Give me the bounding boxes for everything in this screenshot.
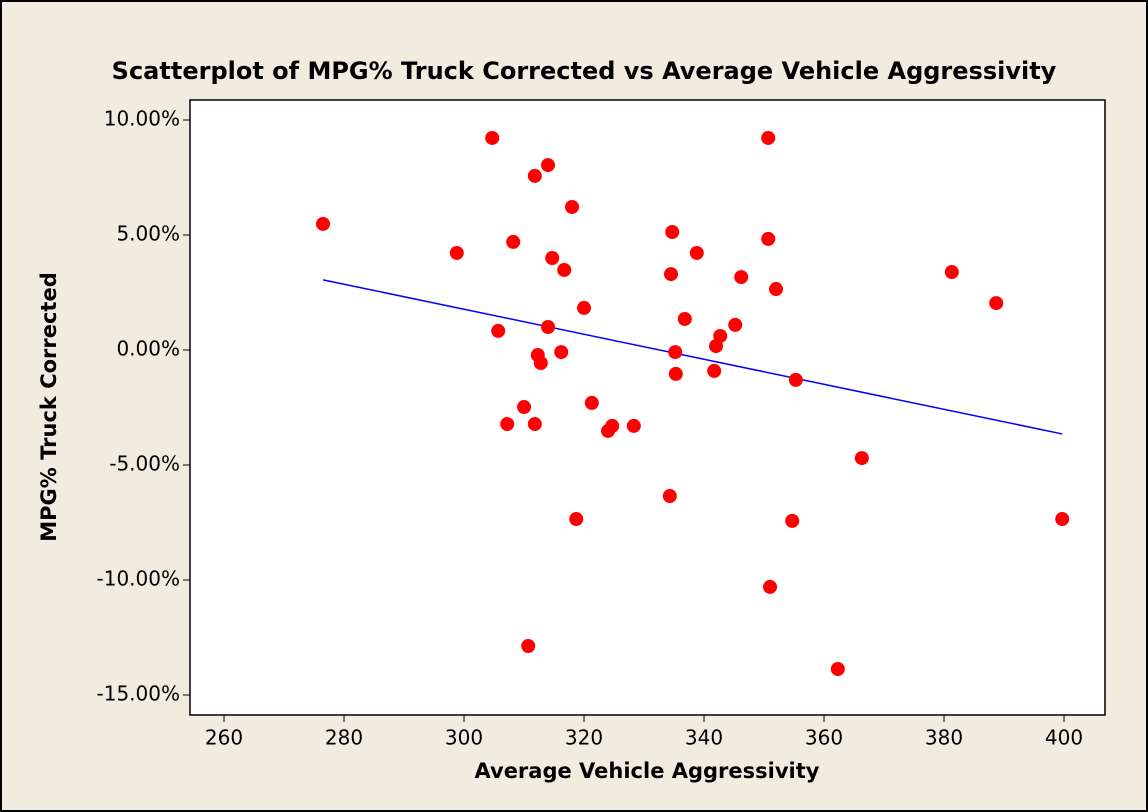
point <box>763 579 778 594</box>
point <box>1055 512 1070 527</box>
fit-line <box>322 279 1063 435</box>
plot-area <box>189 99 1106 716</box>
point <box>713 328 728 343</box>
point <box>785 513 800 528</box>
point <box>989 296 1004 311</box>
point <box>830 662 845 677</box>
y-tick-label: 5.00% <box>116 222 180 246</box>
y-axis-label: MPG% Truck Corrected <box>37 272 61 541</box>
y-tick-label: 0.00% <box>116 337 180 361</box>
point <box>565 199 580 214</box>
y-tick-label: -10.00% <box>97 566 180 590</box>
point <box>527 417 542 432</box>
x-tick-label: 320 <box>565 726 603 750</box>
point <box>506 234 521 249</box>
point <box>584 395 599 410</box>
point <box>577 300 592 315</box>
x-tick-label: 300 <box>445 726 483 750</box>
point <box>668 366 683 381</box>
point <box>662 489 677 504</box>
x-axis-label: Average Vehicle Aggressivity <box>475 759 820 783</box>
point <box>626 418 641 433</box>
point <box>769 282 784 297</box>
x-tick-label: 340 <box>685 726 723 750</box>
point <box>491 323 506 338</box>
point <box>788 372 803 387</box>
x-tick-label: 280 <box>325 726 363 750</box>
point <box>728 317 743 332</box>
point <box>668 345 683 360</box>
point <box>707 363 722 378</box>
point <box>527 168 542 183</box>
point <box>689 245 704 260</box>
point <box>569 512 584 527</box>
point <box>557 262 572 277</box>
x-tick-label: 380 <box>925 726 963 750</box>
point <box>854 451 869 466</box>
y-tick-label: -5.00% <box>109 451 180 475</box>
chart-title: Scatterplot of MPG% Truck Corrected vs A… <box>112 57 1057 85</box>
point <box>517 400 532 415</box>
point <box>677 311 692 326</box>
point <box>554 345 569 360</box>
x-tick-label: 400 <box>1045 726 1083 750</box>
point <box>316 216 331 231</box>
y-tick-label: -15.00% <box>97 681 180 705</box>
point <box>521 639 536 654</box>
point <box>541 158 556 173</box>
point <box>449 245 464 260</box>
x-tick-label: 260 <box>205 726 243 750</box>
point <box>545 251 560 266</box>
point <box>541 320 556 335</box>
point <box>533 356 548 371</box>
x-tick-label: 360 <box>805 726 843 750</box>
point <box>500 417 515 432</box>
point <box>761 231 776 246</box>
point <box>734 270 749 285</box>
point <box>485 130 500 145</box>
point <box>665 225 680 240</box>
point <box>944 265 959 280</box>
point <box>761 130 776 145</box>
y-tick-label: 10.00% <box>104 107 180 131</box>
point <box>664 267 679 282</box>
point <box>605 418 620 433</box>
